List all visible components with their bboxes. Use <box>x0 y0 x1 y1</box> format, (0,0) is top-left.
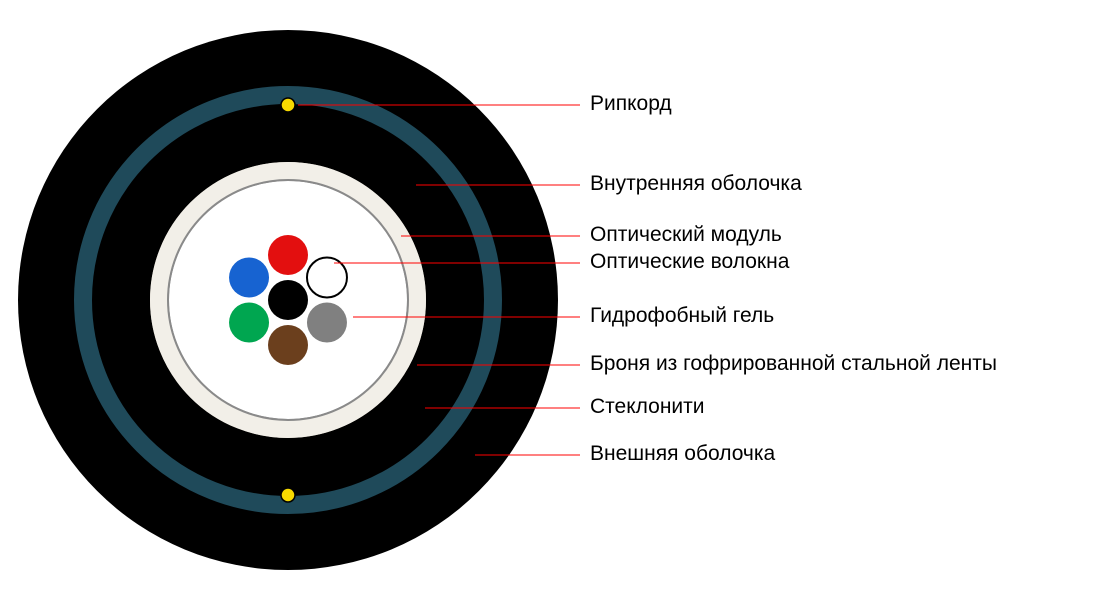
cable-cross-section-svg <box>0 0 1115 602</box>
label-ripcord: Рипкорд <box>590 92 672 116</box>
label-inner-jacket: Внутренняя оболочка <box>590 172 802 196</box>
label-opt-fibers: Оптические волокна <box>590 250 789 274</box>
label-outer-jacket: Внешняя оболочка <box>590 442 775 466</box>
label-glass: Стеклонити <box>590 395 705 419</box>
diagram-stage: Рипкорд Внутренняя оболочка Оптический м… <box>0 0 1115 602</box>
label-gel: Гидрофобный гель <box>590 304 774 328</box>
label-armor: Броня из гофрированной стальной ленты <box>590 352 997 376</box>
label-opt-module: Оптический модуль <box>590 223 782 247</box>
